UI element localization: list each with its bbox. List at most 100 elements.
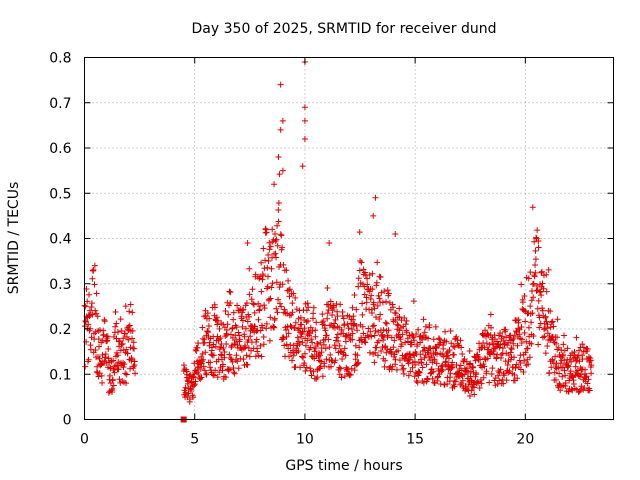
- data-point: [266, 296, 273, 303]
- data-point: [400, 365, 407, 372]
- data-point: [98, 372, 105, 379]
- data-point: [299, 353, 306, 360]
- data-point: [350, 313, 357, 320]
- data-point: [372, 314, 379, 321]
- data-point: [511, 354, 518, 361]
- data-point: [524, 345, 531, 352]
- data-point: [384, 332, 391, 339]
- data-point: [287, 322, 294, 329]
- data-point: [279, 281, 286, 288]
- data-point: [253, 328, 260, 335]
- data-point: [310, 304, 317, 311]
- data-point: [378, 347, 385, 354]
- data-point: [560, 341, 567, 348]
- data-point: [433, 360, 440, 367]
- data-point: [195, 340, 202, 347]
- data-point: [203, 371, 210, 378]
- data-point: [408, 341, 415, 348]
- data-point: [239, 317, 246, 324]
- data-point: [462, 382, 469, 389]
- data-point: [353, 306, 360, 313]
- data-point: [107, 365, 114, 372]
- data-point: [376, 316, 383, 323]
- data-point: [528, 319, 535, 326]
- data-point: [266, 239, 273, 246]
- data-point: [396, 357, 403, 364]
- x-tick-label: 0: [80, 432, 89, 448]
- data-point: [204, 310, 211, 317]
- data-point: [278, 232, 285, 239]
- data-point: [381, 288, 388, 295]
- data-point: [110, 357, 117, 364]
- data-point: [372, 327, 379, 334]
- data-point: [543, 288, 550, 295]
- data-point: [109, 386, 116, 393]
- data-point: [260, 272, 267, 279]
- data-point: [541, 326, 548, 333]
- data-point: [518, 323, 525, 330]
- data-point: [113, 335, 120, 342]
- data-point: [186, 396, 193, 403]
- data-point: [545, 266, 552, 273]
- data-point: [115, 366, 122, 373]
- data-point: [471, 391, 478, 398]
- data-point: [281, 342, 288, 349]
- data-point: [378, 289, 385, 296]
- data-point: [112, 323, 119, 330]
- data-point: [380, 337, 387, 344]
- data-point: [512, 365, 519, 372]
- data-point: [527, 303, 534, 310]
- data-point: [553, 340, 560, 347]
- data-point: [253, 339, 260, 346]
- data-point: [531, 238, 538, 245]
- data-point: [368, 333, 375, 340]
- data-point: [544, 321, 551, 328]
- data-point: [421, 354, 428, 361]
- data-point: [186, 372, 193, 379]
- data-point: [123, 371, 130, 378]
- data-point: [419, 364, 426, 371]
- data-point: [230, 316, 237, 323]
- data-point: [247, 333, 254, 340]
- data-point-outlier: [392, 230, 399, 237]
- data-point: [96, 355, 103, 362]
- data-point: [262, 257, 269, 264]
- data-point: [276, 171, 283, 178]
- data-point: [260, 245, 267, 252]
- data-point: [561, 367, 568, 374]
- data-point: [244, 361, 251, 368]
- data-point: [468, 377, 475, 384]
- data-point: [521, 357, 528, 364]
- data-point: [246, 265, 253, 272]
- data-point: [297, 314, 304, 321]
- data-point: [524, 356, 531, 363]
- data-point: [223, 332, 230, 339]
- data-point: [544, 343, 551, 350]
- data-point: [123, 333, 130, 340]
- data-point: [92, 329, 99, 336]
- data-point: [305, 304, 312, 311]
- data-point: [116, 338, 123, 345]
- data-point: [227, 300, 234, 307]
- data-point: [342, 338, 349, 345]
- data-point: [411, 337, 418, 344]
- data-point: [398, 341, 405, 348]
- data-point: [202, 349, 209, 356]
- data-point: [127, 301, 134, 308]
- x-tick-label: 20: [516, 432, 534, 448]
- data-point: [242, 325, 249, 332]
- data-point: [525, 324, 532, 331]
- data-point: [520, 369, 527, 376]
- x-tick-label: 10: [296, 432, 314, 448]
- data-point: [394, 321, 401, 328]
- data-point: [338, 326, 345, 333]
- data-point: [111, 363, 118, 370]
- data-point: [429, 375, 436, 382]
- data-point: [337, 365, 344, 372]
- data-point: [490, 340, 497, 347]
- data-point: [552, 376, 559, 383]
- y-tick-label: 0.2: [49, 322, 71, 338]
- data-point: [422, 323, 429, 330]
- data-point: [284, 323, 291, 330]
- data-point: [582, 366, 589, 373]
